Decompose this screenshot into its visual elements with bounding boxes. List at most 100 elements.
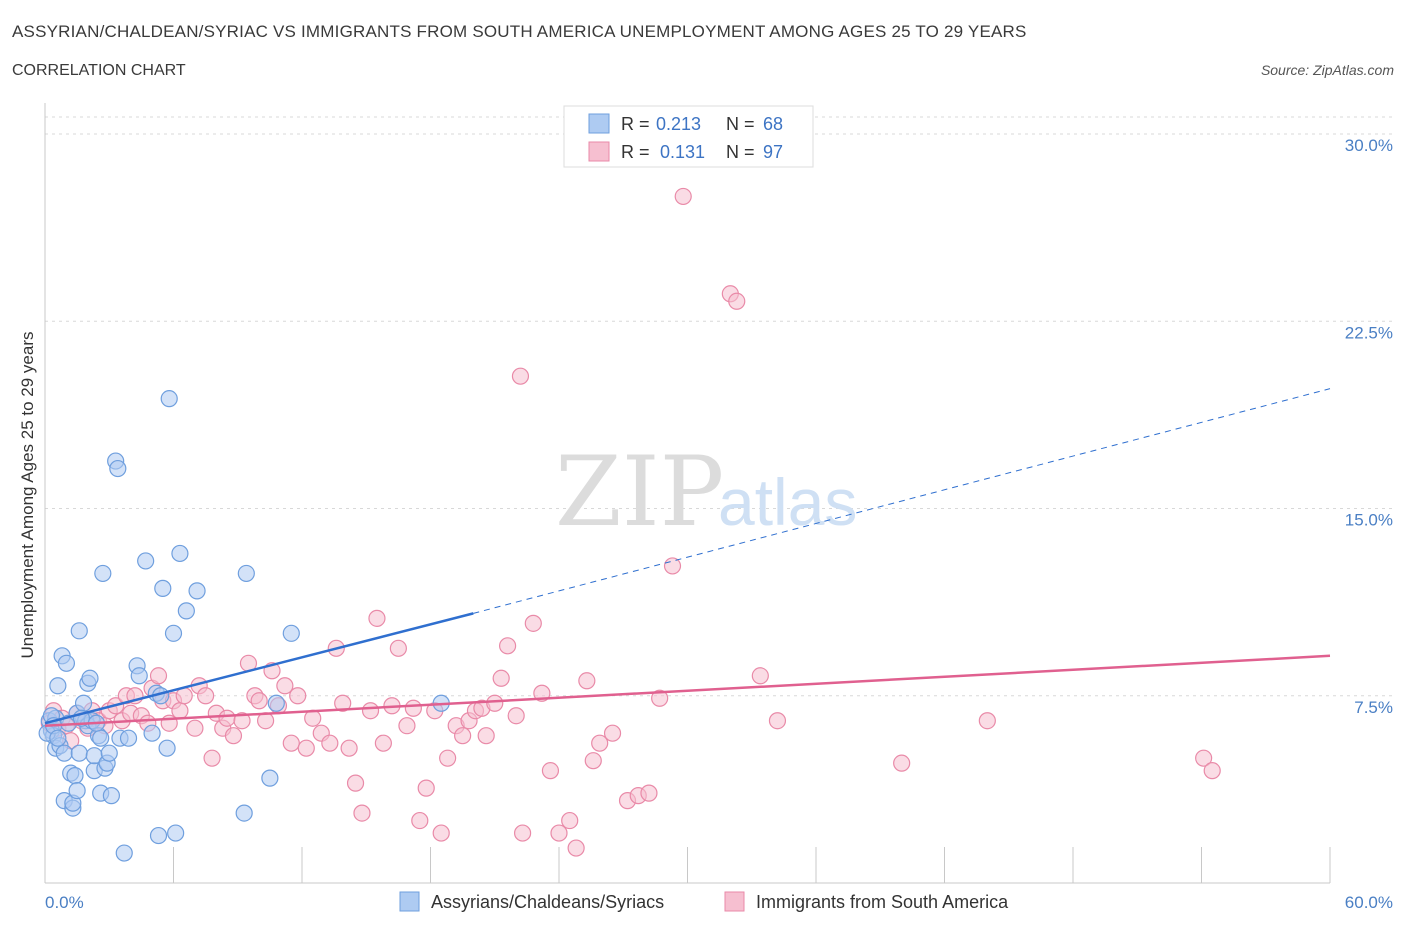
blue-data-point [49, 677, 67, 695]
watermark: ZIP atlas [555, 436, 857, 548]
pink-data-point [578, 672, 596, 690]
pink-data-point [374, 734, 392, 752]
blue-data-point [100, 744, 118, 762]
blue-data-point [115, 844, 133, 862]
blue-data-point [109, 459, 127, 478]
blue-data-point [137, 552, 155, 570]
pink-data-point [186, 719, 204, 737]
blue-data-point [57, 654, 76, 672]
legend-r-label: R = [621, 142, 650, 162]
trend-lines [44, 388, 1331, 727]
pink-data-point [651, 689, 669, 707]
blue-trend-line [44, 612, 474, 725]
pink-data-point [197, 687, 215, 705]
pink-data-point [524, 614, 542, 632]
pink-data-point [768, 712, 787, 730]
pink-data-point [454, 727, 472, 745]
pink-data-point [893, 754, 911, 772]
pink-data-point [1195, 749, 1213, 767]
pink-data-point [728, 292, 746, 310]
legend-r-value: 0.131 [660, 142, 705, 162]
pink-data-point [663, 557, 682, 575]
pink-data-point [411, 811, 429, 830]
grid-layer [45, 116, 1393, 697]
bottom-legend-swatch-pink [724, 891, 745, 912]
pink-data-point [250, 692, 268, 710]
blue-trend-line-extension [473, 388, 1331, 614]
blue-data-point [68, 782, 86, 800]
chart-subtitle: CORRELATION CHART [12, 62, 186, 79]
blue-data-point [66, 767, 84, 785]
blue-data-point [81, 669, 99, 687]
pink-data-point [486, 694, 504, 712]
chart-title: ASSYRIAN/CHALDEAN/SYRIAC VS IMMIGRANTS F… [12, 22, 1027, 41]
pink-data-point [591, 734, 609, 752]
blue-data-point [49, 729, 67, 747]
bottom-legend-label-pink: Immigrants from South America [756, 892, 1009, 912]
blue-data-point [282, 624, 300, 642]
pink-data-point [439, 749, 457, 767]
pink-data-point [398, 717, 416, 735]
blue-data-point [119, 729, 138, 747]
x-tick-label-max: 60.0% [1345, 893, 1393, 912]
blue-data-point [55, 744, 73, 762]
blue-data-point [235, 804, 253, 822]
legend-r-label: R = [621, 114, 650, 134]
blue-data-point [167, 824, 185, 842]
pink-data-point [499, 637, 517, 655]
pink-data-point [334, 694, 352, 712]
pink-data-point [171, 702, 189, 720]
pink-data-point [541, 762, 560, 780]
bottom-legend-swatch-blue [399, 891, 420, 912]
pink-data-point [203, 749, 221, 767]
pink-data-point [511, 367, 530, 385]
legend-r-value: 0.213 [656, 114, 701, 134]
pink-data-point [978, 712, 996, 730]
watermark-atlas: atlas [718, 465, 857, 539]
pink-data-point [550, 824, 568, 842]
pink-data-point [353, 804, 371, 822]
x-tick-label-min: 0.0% [45, 893, 84, 912]
pink-data-point [513, 824, 532, 842]
blue-data-point [94, 564, 112, 583]
blue-data-point [130, 667, 148, 685]
pink-data-point [477, 727, 495, 745]
pink-data-point [346, 774, 365, 792]
blue-data-point [149, 826, 168, 845]
pink-data-point [567, 839, 585, 857]
blue-data-point [102, 787, 120, 805]
y-tick-label: 22.5% [1345, 323, 1393, 342]
blue-data-point [237, 564, 255, 583]
y-tick-label: 30.0% [1345, 136, 1393, 155]
pink-data-point [297, 739, 315, 757]
legend-box: R = 0.213 N = 68 R = 0.131 N = 97 [563, 105, 814, 168]
blue-data-point [188, 582, 206, 600]
blue-data-point [164, 624, 183, 642]
blue-data-point [154, 579, 172, 597]
pink-data-point [674, 187, 692, 206]
pink-data-point [432, 824, 450, 842]
pink-data-point [492, 669, 510, 687]
pink-data-point [417, 779, 435, 797]
pink-data-point [368, 609, 386, 627]
blue-data-point [261, 769, 279, 787]
pink-data-point [218, 709, 236, 727]
pink-data-point [321, 734, 339, 752]
pink-data-point [751, 667, 769, 685]
pink-data-point [1203, 762, 1221, 780]
pink-data-point [361, 702, 380, 720]
bottom-legend-label-blue: Assyrians/Chaldeans/Syriacs [431, 892, 664, 912]
pink-data-point [561, 811, 579, 830]
bottom-legend: Assyrians/Chaldeans/Syriacs Immigrants f… [399, 891, 1009, 912]
legend-n-value: 97 [763, 142, 783, 162]
pink-data-point [224, 727, 243, 745]
pink-data-point [233, 712, 251, 730]
axis-layer [44, 103, 1331, 884]
pink-data-point [603, 724, 622, 742]
legend-swatch-pink [588, 141, 610, 162]
y-axis-label: Unemployment Among Ages 25 to 29 years [18, 332, 37, 659]
legend-n-label: N = [726, 114, 755, 134]
blue-data-point [177, 602, 195, 620]
legend-n-value: 68 [763, 114, 783, 134]
